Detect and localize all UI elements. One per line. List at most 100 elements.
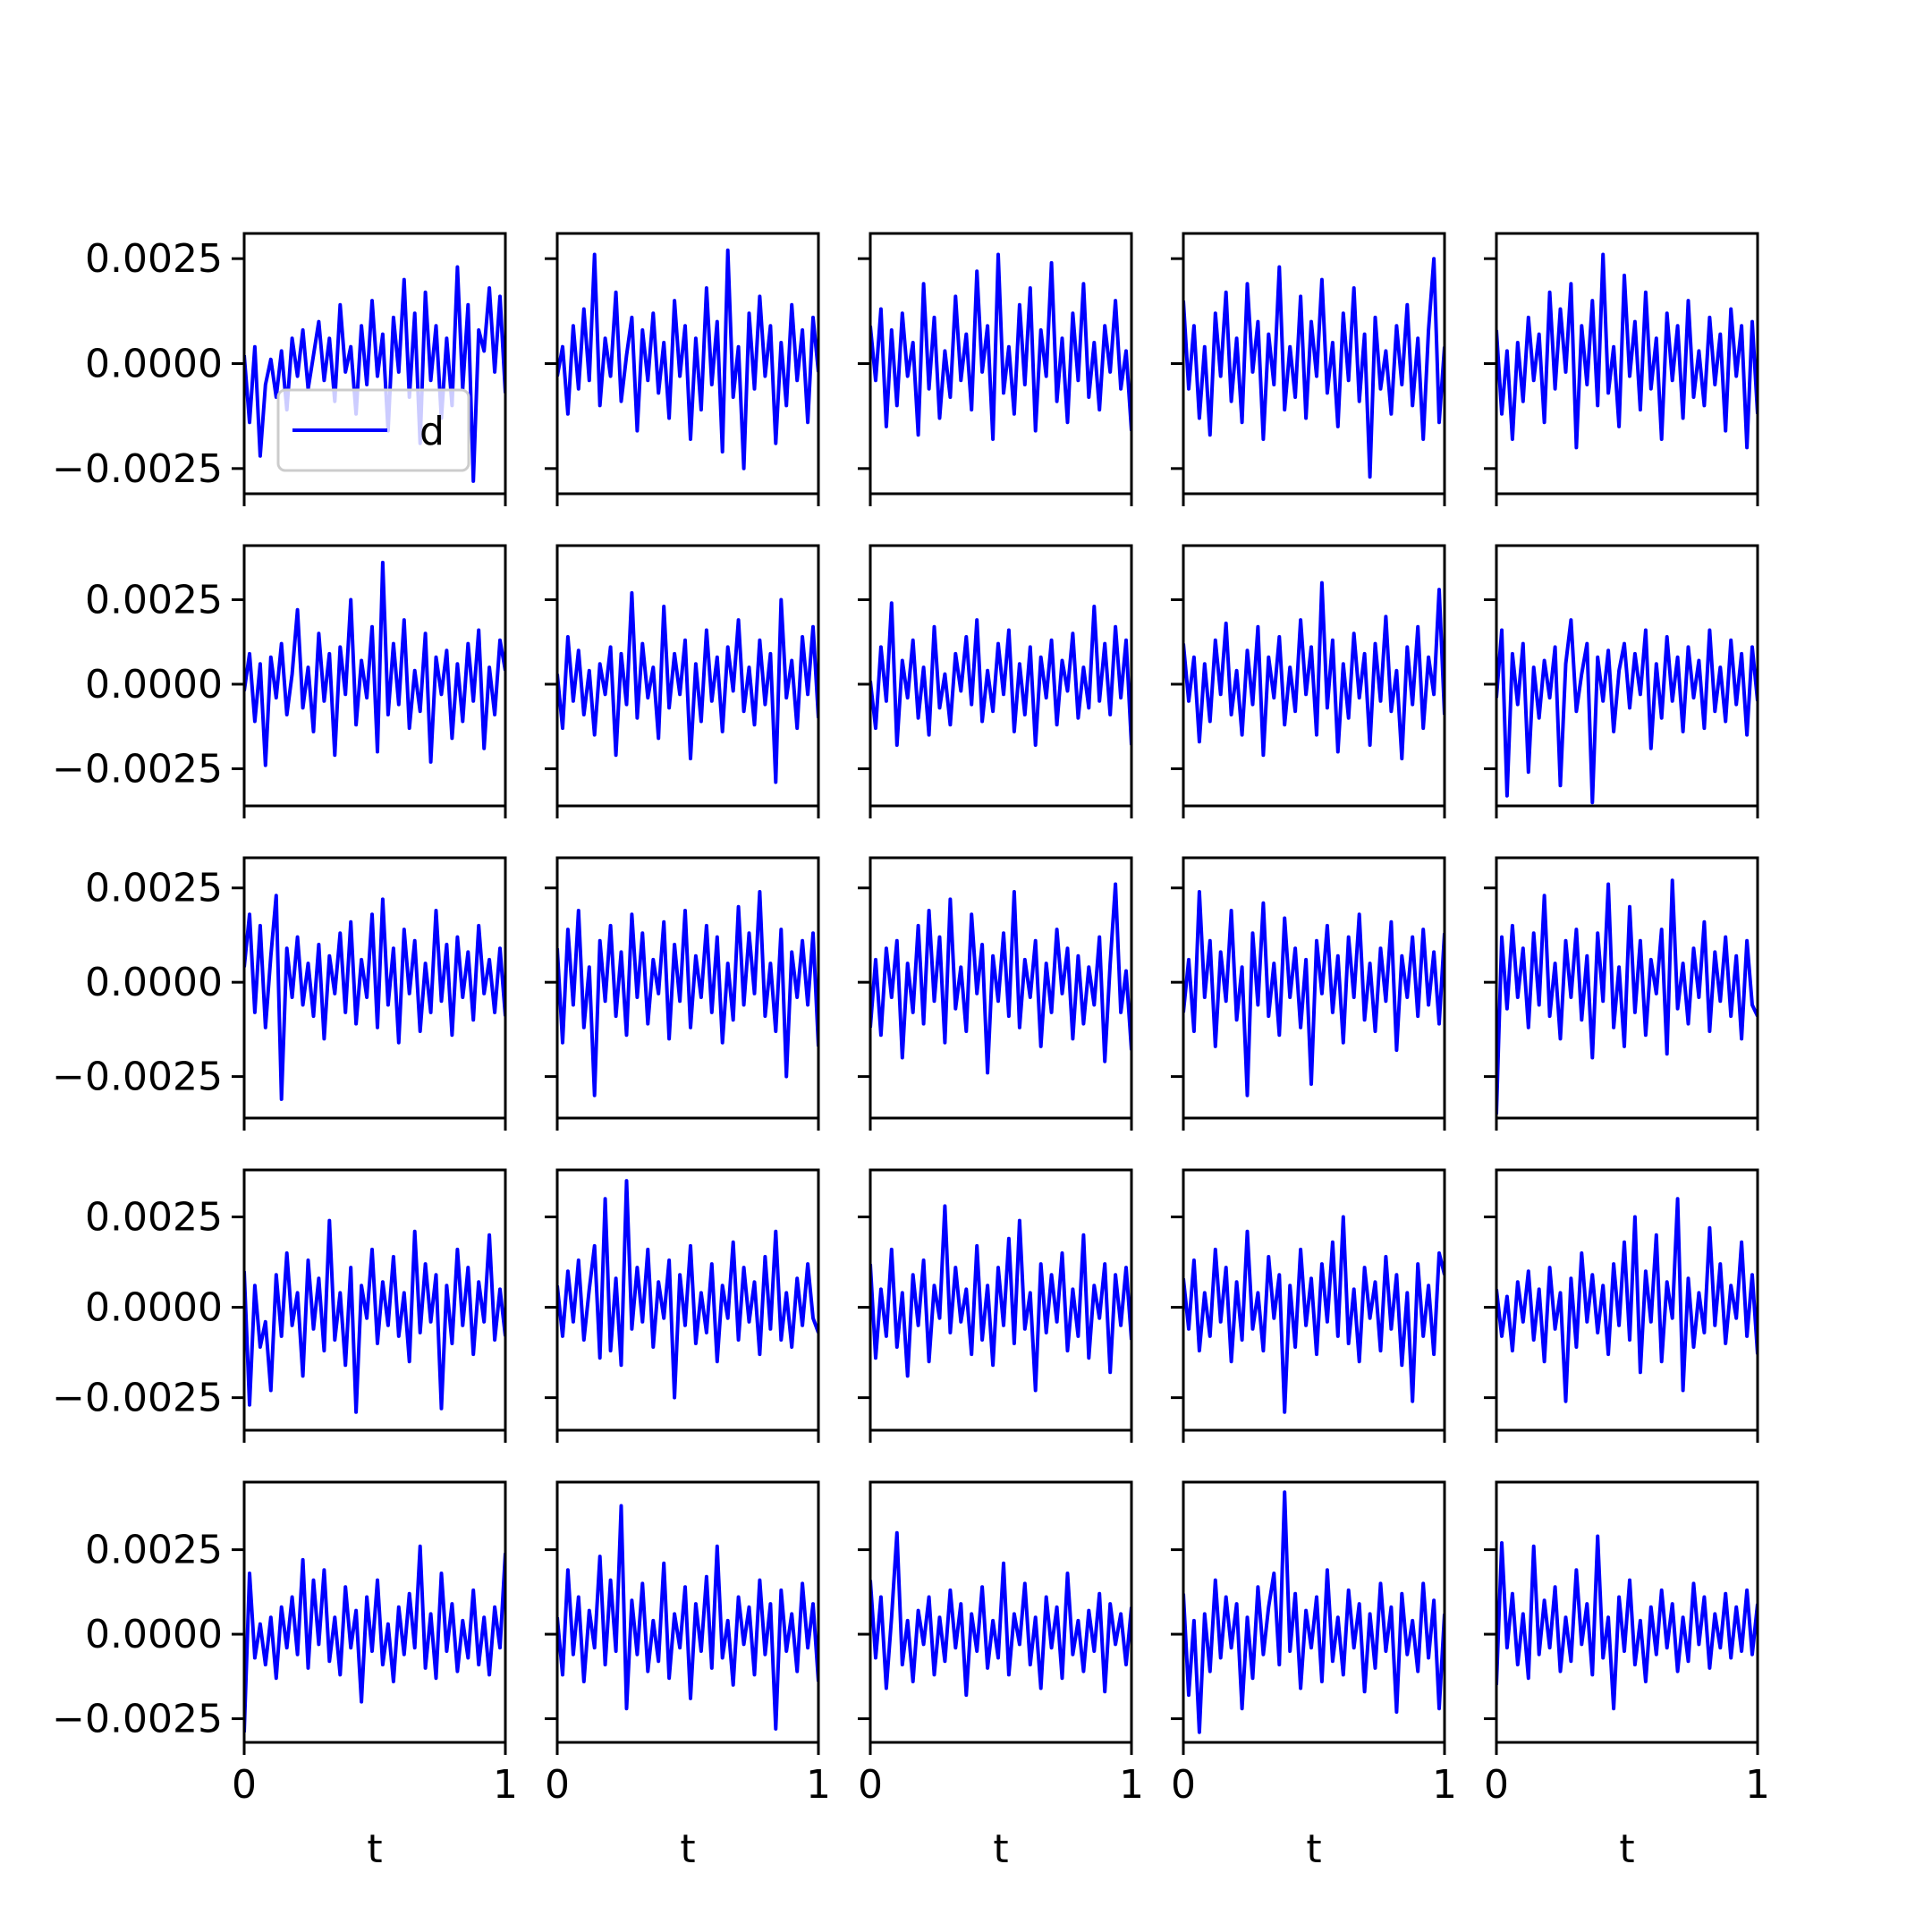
- panel-r1-c2: [545, 232, 820, 506]
- series-line-d: [1496, 1534, 1758, 1711]
- x-tick-label: 1: [1745, 1762, 1770, 1808]
- y-tick-label: 0.0025: [85, 577, 223, 623]
- series-line-d: [870, 1530, 1131, 1698]
- panel-frame: [869, 232, 1133, 496]
- y-tick-label: 0.0025: [85, 1528, 223, 1573]
- y-tick-label: 0.0000: [85, 662, 223, 708]
- panel-frame: [242, 1480, 507, 1744]
- series-line-d: [244, 1218, 505, 1414]
- x-tick-label: 1: [1119, 1762, 1144, 1808]
- panel-r1-c4: [1171, 232, 1446, 506]
- series-line-d: [1496, 252, 1758, 450]
- x-tick-label: 0: [858, 1762, 883, 1808]
- y-tick-label: 0.0000: [85, 342, 223, 387]
- panel-r2-c5: [1484, 544, 1759, 818]
- panel-frame: [869, 1480, 1133, 1744]
- x-axis-label: t: [1619, 1826, 1634, 1872]
- x-axis-label: t: [367, 1826, 382, 1872]
- panel-r1-c1: 0.0025 0.0000 −0.0025 d: [52, 232, 507, 506]
- x-tick-label: 1: [1432, 1762, 1457, 1808]
- y-tick-label: −0.0025: [52, 1055, 223, 1100]
- panel-frame: [555, 1168, 820, 1432]
- panel-r3-c3: [858, 856, 1133, 1131]
- panel-r4-c4: [1171, 1168, 1446, 1443]
- series-line-d: [557, 590, 818, 784]
- y-tick-label: 0.0000: [85, 960, 223, 1005]
- series-line-d: [870, 601, 1131, 747]
- panel-frame: [1182, 1168, 1446, 1432]
- x-tick-label: 0: [1171, 1762, 1196, 1808]
- panel-r5-c4: 0 1 t: [1171, 1480, 1457, 1872]
- y-tick-label: 0.0025: [85, 1195, 223, 1241]
- x-tick-label: 0: [1484, 1762, 1509, 1808]
- panel-frame: [555, 1480, 820, 1744]
- panel-frame: [1495, 232, 1759, 496]
- series-line-d: [557, 890, 818, 1097]
- y-tick-label: −0.0025: [52, 1376, 223, 1421]
- panel-r5-c2: 0 1 t: [545, 1480, 831, 1872]
- series-line-d: [870, 1204, 1131, 1393]
- series-line-d: [1496, 878, 1758, 1114]
- panel-r4-c2: [545, 1168, 820, 1443]
- series-line-d: [557, 1179, 818, 1400]
- legend-label: d: [419, 409, 445, 454]
- panel-frame: [242, 856, 507, 1120]
- series-line-d: [1183, 580, 1445, 761]
- panel-frame: [555, 856, 820, 1120]
- panel-frame: [555, 544, 820, 808]
- y-tick-label: 0.0000: [85, 1612, 223, 1657]
- y-tick-label: −0.0025: [52, 746, 223, 792]
- panel-r3-c5: [1484, 856, 1759, 1131]
- series-line-d: [557, 1504, 818, 1731]
- y-tick-label: −0.0025: [52, 1697, 223, 1742]
- panel-r4-c1: 0.0025 0.0000 −0.0025: [52, 1168, 507, 1443]
- series-line-d: [870, 252, 1131, 441]
- series-line-d: [1496, 1197, 1758, 1403]
- series-line-d: [244, 560, 505, 767]
- panel-r4-c5: [1484, 1168, 1759, 1443]
- panel-frame: [1182, 232, 1446, 496]
- panel-r5-c3: 0 1 t: [858, 1480, 1144, 1872]
- series-line-d: [244, 1544, 505, 1733]
- panel-r5-c5: 0 1 t: [1484, 1480, 1770, 1872]
- x-axis-label: t: [680, 1826, 695, 1872]
- series-line-d: [1183, 257, 1445, 479]
- panel-r2-c3: [858, 544, 1133, 818]
- x-axis-label: t: [993, 1826, 1008, 1872]
- panel-frame: [869, 856, 1133, 1120]
- y-tick-label: −0.0025: [52, 446, 223, 492]
- series-line-d: [244, 894, 505, 1101]
- panel-r1-c3: [858, 232, 1133, 506]
- panel-r2-c2: [545, 544, 820, 818]
- panel-frame: [555, 232, 820, 496]
- series-line-d: [1183, 890, 1445, 1097]
- series-line-d: [557, 248, 818, 470]
- panel-frame: [869, 1168, 1133, 1432]
- panel-frame: [1495, 856, 1759, 1120]
- panel-r1-c5: [1484, 232, 1759, 506]
- x-tick-label: 1: [493, 1762, 518, 1808]
- panel-r3-c4: [1171, 856, 1446, 1131]
- series-line-d: [1183, 1215, 1445, 1414]
- panel-frame: [869, 544, 1133, 808]
- panel-r3-c1: 0.0025 0.0000 −0.0025: [52, 856, 507, 1131]
- x-tick-label: 0: [545, 1762, 570, 1808]
- series-line-d: [1496, 618, 1758, 805]
- x-axis-label: t: [1306, 1826, 1321, 1872]
- x-tick-label: 0: [232, 1762, 257, 1808]
- panel-frame: [242, 1168, 507, 1432]
- y-tick-label: 0.0025: [85, 236, 223, 282]
- panel-r4-c3: [858, 1168, 1133, 1443]
- panel-r3-c2: [545, 856, 820, 1131]
- y-tick-label: 0.0025: [85, 866, 223, 911]
- panel-frame: [242, 232, 507, 496]
- panel-frame: [1182, 1480, 1446, 1744]
- series-line-d: [870, 882, 1131, 1075]
- panel-grid: 0.00250.0000−0.0025d0.00250.0000−0.00250…: [52, 232, 1770, 1872]
- panel-r2-c4: [1171, 544, 1446, 818]
- panel-frame: [1495, 1480, 1759, 1744]
- panel-frame: [242, 544, 507, 808]
- panel-frame: [1495, 1168, 1759, 1432]
